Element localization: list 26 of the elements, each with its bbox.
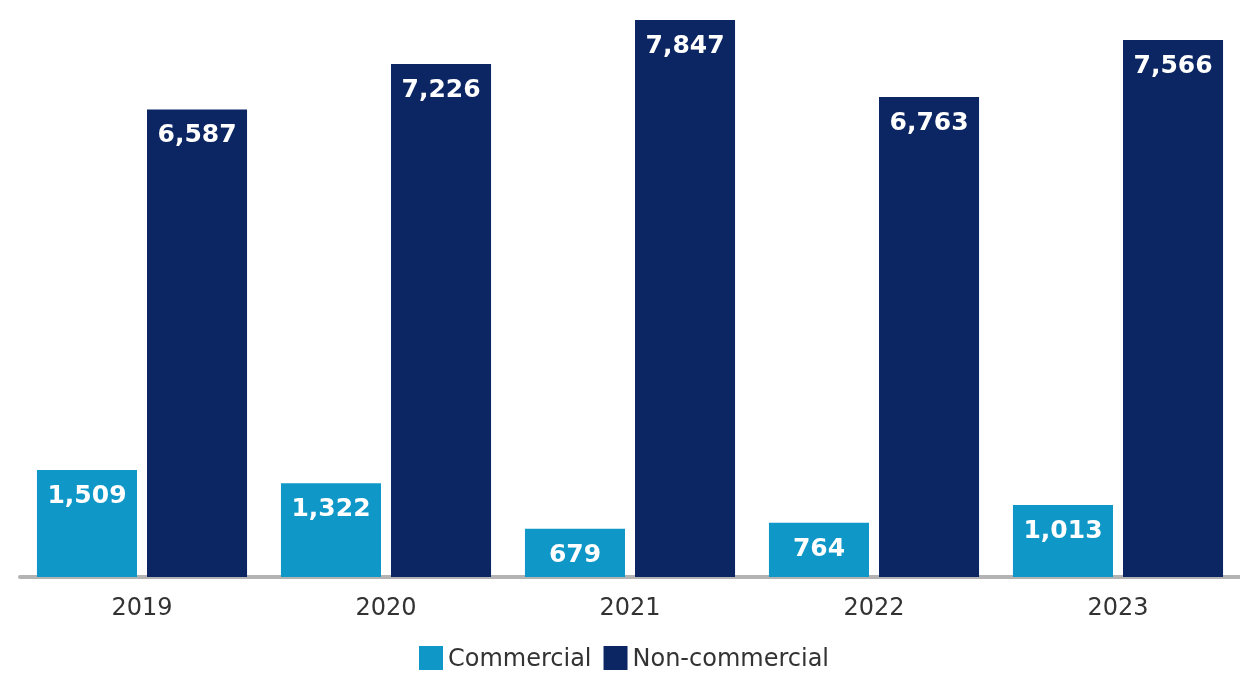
bar: [147, 109, 248, 577]
x-tick-label: 2020: [355, 593, 417, 621]
data-label: 7,566: [1133, 49, 1213, 79]
x-tick-label: 2021: [599, 593, 661, 621]
data-label: 1,509: [47, 479, 127, 509]
bar: [768, 522, 869, 577]
bar: [36, 469, 137, 577]
data-label: 1,013: [1023, 515, 1103, 545]
data-label: 764: [792, 532, 846, 562]
data-label: 679: [548, 538, 602, 568]
bar: [635, 20, 736, 577]
x-tick-label: 2019: [111, 593, 173, 621]
x-tick-label: 2022: [843, 593, 905, 621]
legend-label: Commercial: [447, 644, 592, 672]
data-label: 6,763: [889, 106, 969, 136]
bar: [879, 96, 980, 577]
bar: [280, 483, 381, 577]
data-label: 1,322: [291, 493, 371, 523]
bar: [1123, 39, 1224, 577]
bar: [391, 64, 492, 577]
data-label: 7,847: [645, 30, 725, 59]
bar: [1012, 505, 1113, 577]
legend-label: Non-commercial: [632, 644, 830, 672]
x-tick-label: 2023: [1087, 593, 1149, 621]
data-label: 7,226: [401, 74, 481, 104]
data-label: 6,587: [157, 119, 237, 149]
